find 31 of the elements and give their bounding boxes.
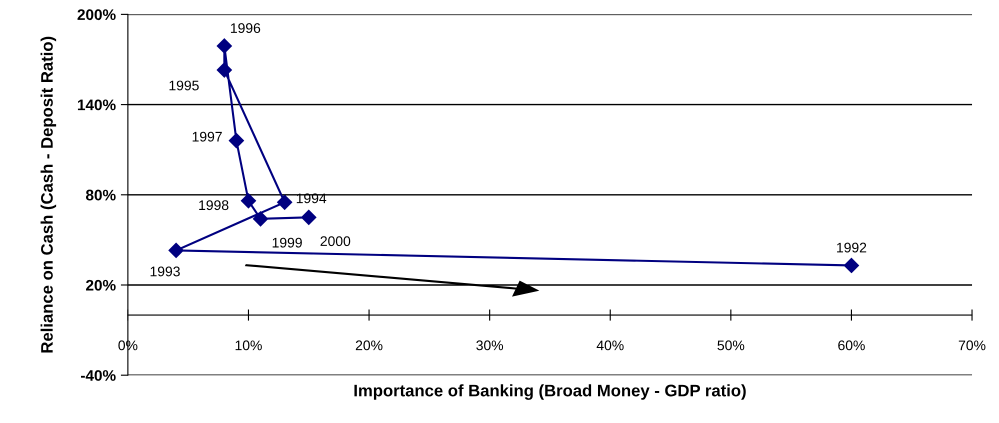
annotation: 1993 xyxy=(150,266,180,276)
point xyxy=(301,210,316,225)
annotation: 1992 xyxy=(837,242,866,253)
y-tick-label: 20% xyxy=(86,280,116,291)
point xyxy=(216,38,232,54)
point xyxy=(252,211,268,226)
x-tick-label: 50% xyxy=(717,340,744,350)
annotation: 1999 xyxy=(272,238,302,248)
annotation: 2000 xyxy=(320,236,350,246)
annotation: 1995 xyxy=(170,80,199,90)
x-tick-label: 60% xyxy=(838,340,865,350)
x-axis-title: Importance of Banking (Broad Money - GDP ratio) xyxy=(354,384,746,400)
y-axis-title: Reliance on Cash (Cash - Deposit Ratio) xyxy=(40,36,56,352)
point xyxy=(844,258,860,274)
x-tick-label: 20% xyxy=(356,340,382,350)
y-tick-label: 200% xyxy=(78,9,116,20)
point xyxy=(168,242,184,258)
x-tick-label: 70% xyxy=(958,340,986,350)
annotation: 1997 xyxy=(192,132,222,142)
point xyxy=(216,62,232,78)
point xyxy=(277,194,292,210)
y-tick-label: -40% xyxy=(81,370,116,381)
x-tick-label: 10% xyxy=(236,340,262,350)
x-tick-label: 30% xyxy=(476,340,504,350)
y-tick-label: 140% xyxy=(78,99,116,110)
x-tick-label: 40% xyxy=(596,340,624,350)
annotation: 1996 xyxy=(230,23,260,34)
point xyxy=(240,193,256,208)
annotation: 1998 xyxy=(199,200,228,210)
y-tick-label: 80% xyxy=(86,190,116,200)
point xyxy=(228,133,244,148)
